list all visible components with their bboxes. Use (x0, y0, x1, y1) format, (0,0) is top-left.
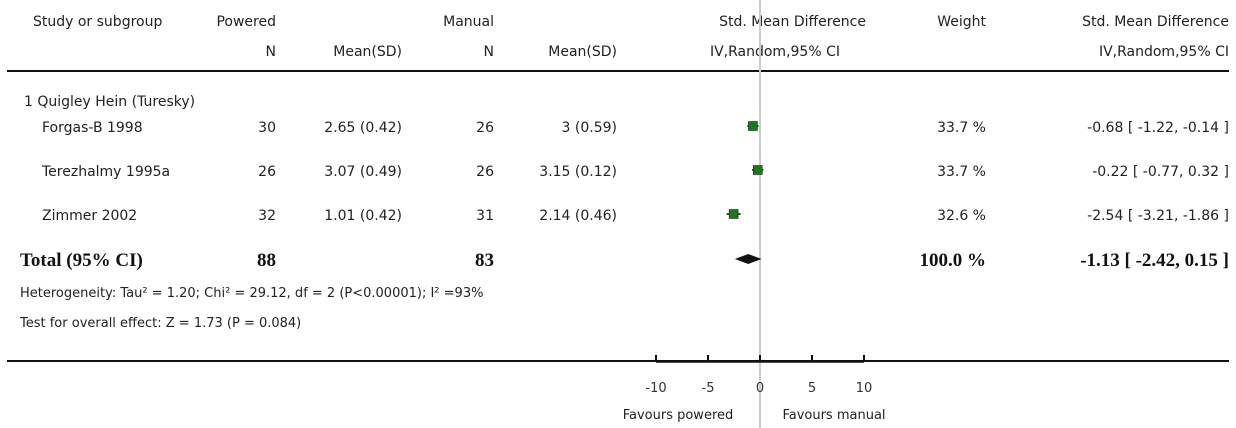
study-mean1: 2.65 (0.42) (324, 120, 402, 136)
pooled-diamond (734, 254, 762, 264)
study-n2: 31 (476, 208, 494, 224)
study-point-estimate (752, 165, 763, 175)
total-weight: 100.0 % (919, 250, 987, 271)
study-n1: 26 (258, 164, 276, 180)
study-ci: -0.22 [ -0.77, 0.32 ] (1092, 164, 1229, 180)
footer-rule (7, 360, 1229, 362)
study-point-estimate (748, 121, 758, 131)
header-mean2: Mean(SD) (548, 44, 617, 60)
study-mean1: 1.01 (0.42) (324, 208, 402, 224)
overall-effect-text: Test for overall effect: Z = 1.73 (P = 0… (20, 316, 302, 331)
study-weight: 33.7 % (937, 120, 986, 136)
study-name: Forgas-B 1998 (42, 120, 143, 136)
header-group1: Powered (216, 14, 276, 30)
study-mean2: 3.15 (0.12) (539, 164, 617, 180)
study-mean2: 2.14 (0.46) (539, 208, 617, 224)
header-group2: Manual (443, 14, 494, 30)
header-effect: Std. Mean Difference (719, 14, 866, 30)
study-weight: 33.7 % (937, 164, 986, 180)
favours-right-label: Favours manual (782, 408, 886, 423)
study-name: Zimmer 2002 (42, 208, 138, 224)
x-axis-tick-label: 5 (808, 381, 816, 396)
x-axis-tick-label: 0 (756, 381, 764, 396)
study-name: Terezhalmy 1995a (42, 164, 171, 180)
header-effect-right: Std. Mean Difference (1082, 14, 1229, 30)
header-effect-sub: IV,Random,95% CI (709, 44, 840, 60)
header-study: Study or subgroup (33, 14, 163, 30)
study-ci: -2.54 [ -3.21, -1.86 ] (1087, 208, 1229, 224)
study-mean2: 3 (0.59) (561, 120, 617, 136)
subgroup-title: 1 Quigley Hein (Turesky) (24, 94, 196, 110)
study-point-estimate (728, 209, 739, 219)
study-n1: 30 (258, 120, 276, 136)
study-ci: -0.68 [ -1.22, -0.14 ] (1087, 120, 1229, 136)
x-axis-tick-label: -5 (702, 381, 715, 396)
header-rule (7, 70, 1229, 72)
study-weight: 32.6 % (937, 208, 986, 224)
header-effect-sub-right: IV,Random,95% CI (1098, 44, 1229, 60)
header-mean1: Mean(SD) (333, 44, 402, 60)
total-label: Total (95% CI) (20, 250, 143, 271)
study-n1: 32 (258, 208, 276, 224)
x-axis-tick-label: -10 (645, 381, 666, 396)
header-n1: N (265, 44, 276, 60)
favours-left-label: Favours powered (622, 408, 734, 423)
header-n2: N (483, 44, 494, 60)
total-n1: 88 (257, 250, 276, 271)
x-axis-tick-label: 10 (856, 381, 873, 396)
total-n2: 83 (475, 250, 494, 271)
study-n2: 26 (476, 164, 494, 180)
header-weight: Weight (937, 14, 986, 30)
study-n2: 26 (476, 120, 494, 136)
total-ci: -1.13 [ -2.42, 0.15 ] (1080, 250, 1229, 271)
heterogeneity-text: Heterogeneity: Tau² = 1.20; Chi² = 29.12… (20, 286, 484, 301)
study-mean1: 3.07 (0.49) (324, 164, 402, 180)
